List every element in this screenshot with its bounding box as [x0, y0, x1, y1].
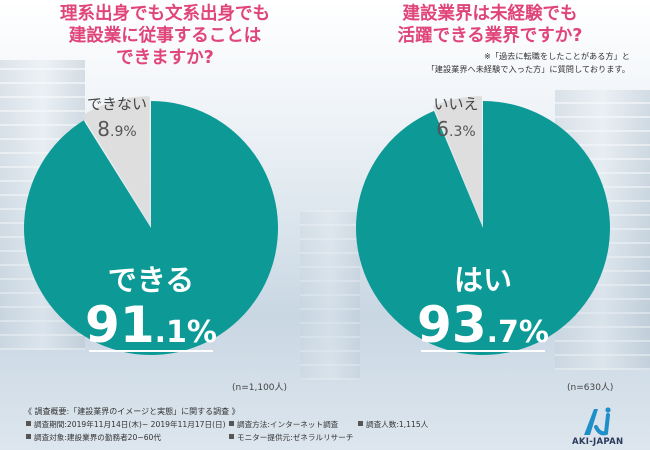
right-question-note2: 「建設業界へ未経験で入った方」に質問しております。	[426, 64, 630, 74]
pie-slice-0-major	[23, 101, 278, 355]
major-label-1: はい	[454, 263, 512, 297]
major-value-1: 93.7%	[417, 296, 549, 354]
survey-method: 調査方法:インターネット調査	[229, 419, 338, 430]
survey-title: 《 調査概要:「建設業界のイメージと実態」に関する調査 》	[24, 407, 240, 416]
left-question-line2: 建設業に従事することは	[68, 26, 262, 46]
sample-size-right: (n=630人)	[567, 383, 614, 393]
right-question-title: 建設業界は未経験でも 活躍できる業界ですか?	[345, 3, 635, 47]
major-label-0: できる	[108, 263, 194, 297]
left-question-title: 理系出身でも文系出身でも 建設業に従事することは できますか?	[20, 3, 310, 69]
left-question-line1: 理系出身でも文系出身でも	[60, 4, 270, 24]
right-question-line1: 建設業界は未経験でも	[402, 4, 578, 24]
minor-label-0: できない	[87, 95, 147, 113]
minor-label-1: いいえ	[433, 95, 478, 113]
right-question-line2: 活躍できる業界ですか?	[397, 26, 583, 46]
pie-slice-1-minor	[433, 96, 483, 224]
minor-value-1: 6.3%	[436, 117, 475, 141]
aki-japan-logo-text: AKI-JAPAN	[572, 437, 624, 447]
left-question-line3: できますか?	[116, 48, 214, 68]
survey-target: 調査対象:建設業界の勤務者20~60代	[26, 432, 161, 443]
minor-value-0: 8.9%	[97, 117, 136, 141]
pie-slice-0-minor	[82, 96, 150, 224]
survey-provider: モニター提供元:ゼネラルリサーチ	[229, 432, 353, 443]
right-question-note1: ※「過去に転職をしたことがある方」と	[483, 51, 630, 61]
sample-size-left: (n=1,100人)	[232, 383, 288, 393]
major-value-0: 91.1%	[85, 296, 217, 354]
aki-japan-logo-icon	[584, 407, 611, 436]
background-building-center	[300, 210, 360, 380]
pie-slice-1-major	[356, 101, 610, 355]
survey-period: 調査期間:2019年11月14日(木)~ 2019年11月17日(日)	[26, 419, 226, 430]
survey-count: 調査人数:1,115人	[358, 419, 428, 430]
